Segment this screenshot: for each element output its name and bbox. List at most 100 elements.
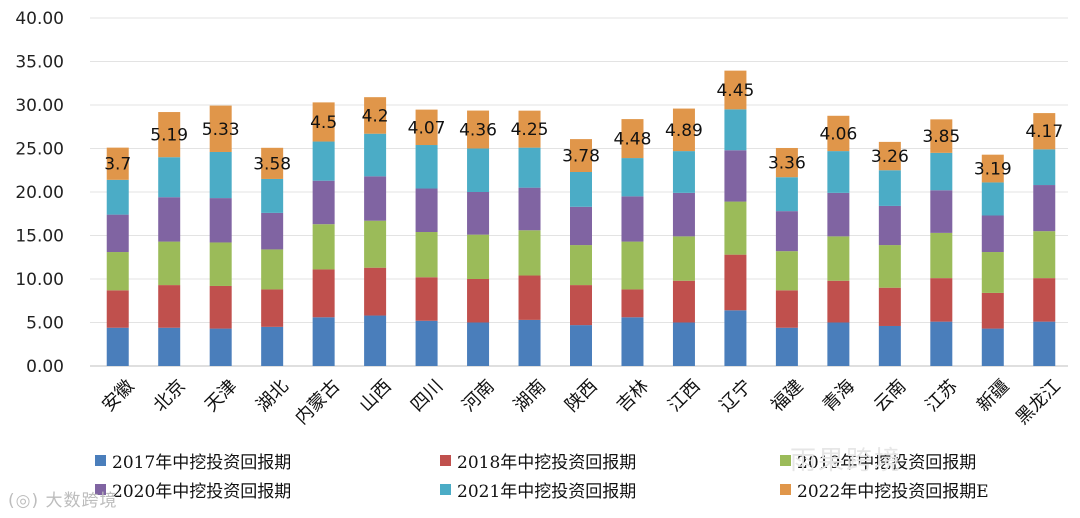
watermark-left-text: 大数跨境 <box>45 491 118 511</box>
bar-segment <box>415 232 438 278</box>
x-tick-label: 湖南 <box>510 376 550 416</box>
x-tick-label: 湖北 <box>252 376 292 416</box>
bar-segment <box>981 182 1004 216</box>
bar-segment <box>930 232 953 279</box>
bar-segment <box>981 215 1004 253</box>
data-label: 4.06 <box>819 124 857 144</box>
bar-segment <box>312 180 335 225</box>
legend-label: 2020年中挖投资回报期 <box>112 481 292 502</box>
bar-segment <box>209 198 232 243</box>
bar-segment <box>775 147 798 178</box>
bar-segment <box>261 326 284 366</box>
legend-swatch <box>440 454 451 466</box>
bar-segment <box>621 317 644 366</box>
bar-segment <box>209 328 232 366</box>
y-tick-label: 20.00 <box>15 183 64 203</box>
y-tick-label: 25.00 <box>15 140 64 160</box>
data-label: 5.19 <box>150 126 188 146</box>
data-label: 4.48 <box>614 130 652 150</box>
bar-segment <box>415 188 438 233</box>
bar-segment <box>209 242 232 286</box>
x-tick-label: 福建 <box>767 376 807 416</box>
bar-segment <box>878 325 901 366</box>
bar-segment <box>364 267 387 316</box>
bar-segment <box>724 109 747 151</box>
y-tick-label: 40.00 <box>15 9 64 29</box>
bar-segment <box>981 292 1004 329</box>
x-tick-label: 天津 <box>201 376 241 416</box>
data-label: 3.7 <box>104 155 131 175</box>
bar-segment <box>467 192 490 235</box>
data-label: 3.26 <box>871 147 909 167</box>
legend-item: 2022年中挖投资回报期E <box>780 475 989 503</box>
bar-segment <box>775 211 798 252</box>
bar-segment <box>930 190 953 233</box>
bar-segment <box>672 322 695 366</box>
legend-swatch <box>95 454 106 466</box>
bar-segment <box>570 139 592 172</box>
bar-segment <box>106 327 129 366</box>
bar-segment <box>724 254 747 311</box>
y-tick-label: 0.00 <box>26 357 64 377</box>
x-tick-label: 云南 <box>870 376 910 416</box>
bar-segment <box>827 280 850 323</box>
bar-segment <box>621 196 644 242</box>
bar-segment <box>724 70 747 110</box>
x-tick-label: 北京 <box>149 376 189 416</box>
x-tick-label: 辽宁 <box>716 376 756 416</box>
legend-label: 2019年中挖投资回报期 <box>797 452 977 473</box>
bar-segment <box>621 158 644 197</box>
bar-segment <box>878 141 901 171</box>
bar-segment <box>878 205 901 246</box>
bar-segment <box>570 206 592 246</box>
bar-segment <box>570 171 592 207</box>
data-label: 4.5 <box>310 113 337 133</box>
x-tick-label: 山西 <box>355 376 395 416</box>
bar-segment <box>158 327 181 366</box>
x-tick-label: 江西 <box>664 376 704 416</box>
bar-segment <box>518 187 541 231</box>
x-tick-label: 新疆 <box>973 376 1013 416</box>
bar-segment <box>878 245 901 288</box>
bar-segment <box>158 112 181 158</box>
legend-item: 2017年中挖投资回报期 <box>95 446 291 474</box>
bar-segment <box>158 157 181 198</box>
bar-segment <box>364 133 387 177</box>
bar-segment <box>1033 321 1056 366</box>
data-label: 3.36 <box>768 154 806 174</box>
bar-segment <box>158 285 181 328</box>
bar-segment <box>415 145 438 189</box>
bar-segment <box>775 327 798 366</box>
bar-segment <box>261 289 284 327</box>
bar-segment <box>518 319 541 366</box>
bar-segment <box>930 321 953 366</box>
y-tick-label: 30.00 <box>15 96 64 116</box>
bars <box>106 70 1056 366</box>
bar-segment <box>570 285 592 326</box>
bar-segment <box>672 192 695 237</box>
chart-legend: 2017年中挖投资回报期 2018年中挖投资回报期 2019年中挖投资回报期 2020… <box>95 446 1055 506</box>
bar-segment <box>878 287 901 326</box>
x-tick-label: 安徽 <box>98 376 138 416</box>
bar-segment <box>930 119 953 153</box>
bar-segment <box>106 147 129 180</box>
legend-item: 2021年中挖投资回报期 <box>440 475 636 503</box>
bar-segment <box>364 97 387 134</box>
bar-segment <box>209 285 232 329</box>
bar-segment <box>827 236 850 281</box>
bar-segment <box>467 148 490 192</box>
y-axis: 0.00 5.00 10.00 15.00 20.00 25.00 30.00 35.00 40… <box>15 9 64 377</box>
data-label: 4.17 <box>1025 122 1063 142</box>
legend-label: 2021年中挖投资回报期 <box>457 481 637 502</box>
x-tick-label: 内蒙古 <box>291 376 344 429</box>
bar-segment <box>672 280 695 323</box>
bar-segment <box>312 141 335 181</box>
bar-segment <box>209 151 232 199</box>
bar-segment <box>312 269 335 318</box>
legend-label: 2017年中挖投资回报期 <box>112 452 292 473</box>
bar-segment <box>364 220 387 268</box>
bar-segment <box>930 278 953 322</box>
bar-segment <box>106 252 129 291</box>
